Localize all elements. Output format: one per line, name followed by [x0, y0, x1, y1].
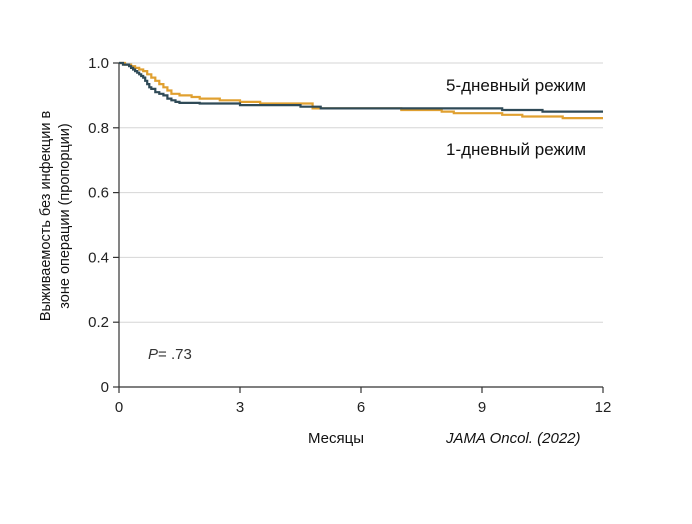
p-label: P [148, 346, 158, 363]
x-axis-label: Месяцы [308, 430, 364, 447]
x-tick-label-3: 9 [478, 399, 486, 416]
y-tick-label-0: 0 [101, 379, 109, 396]
y-tick-label-1: 0.2 [88, 314, 109, 331]
axes [118, 63, 603, 388]
x-tick-label-0: 0 [115, 399, 123, 416]
ticks: 0 0.2 0.4 0.6 0.8 1.0 0 3 6 9 12 [88, 55, 611, 416]
y-axis-label-line-1: Выживаемость без инфекции в [38, 111, 54, 322]
series-label-5-day: 5-дневный режим [446, 76, 586, 95]
y-tick-label-3: 0.6 [88, 185, 109, 202]
y-tick-label-5: 1.0 [88, 55, 109, 72]
source-citation: JAMA Oncol. (2022) [445, 430, 581, 447]
series-label-1-day: 1-дневный режим [446, 140, 586, 159]
grid [119, 62, 603, 323]
series-line-0 [119, 61, 603, 113]
y-tick-label-4: 0.8 [88, 120, 109, 137]
series-line-1 [119, 61, 603, 120]
p-value: = .73 [158, 346, 192, 363]
series-lines [119, 61, 603, 120]
x-tick-label-1: 3 [236, 399, 244, 416]
y-axis-label-line-2: зоне операции (пропорции) [57, 123, 73, 308]
y-tick-label-2: 0.4 [88, 249, 109, 266]
x-tick-label-4: 12 [595, 399, 612, 416]
x-tick-label-2: 6 [357, 399, 365, 416]
p-value-annotation: P= .73 [148, 346, 192, 363]
